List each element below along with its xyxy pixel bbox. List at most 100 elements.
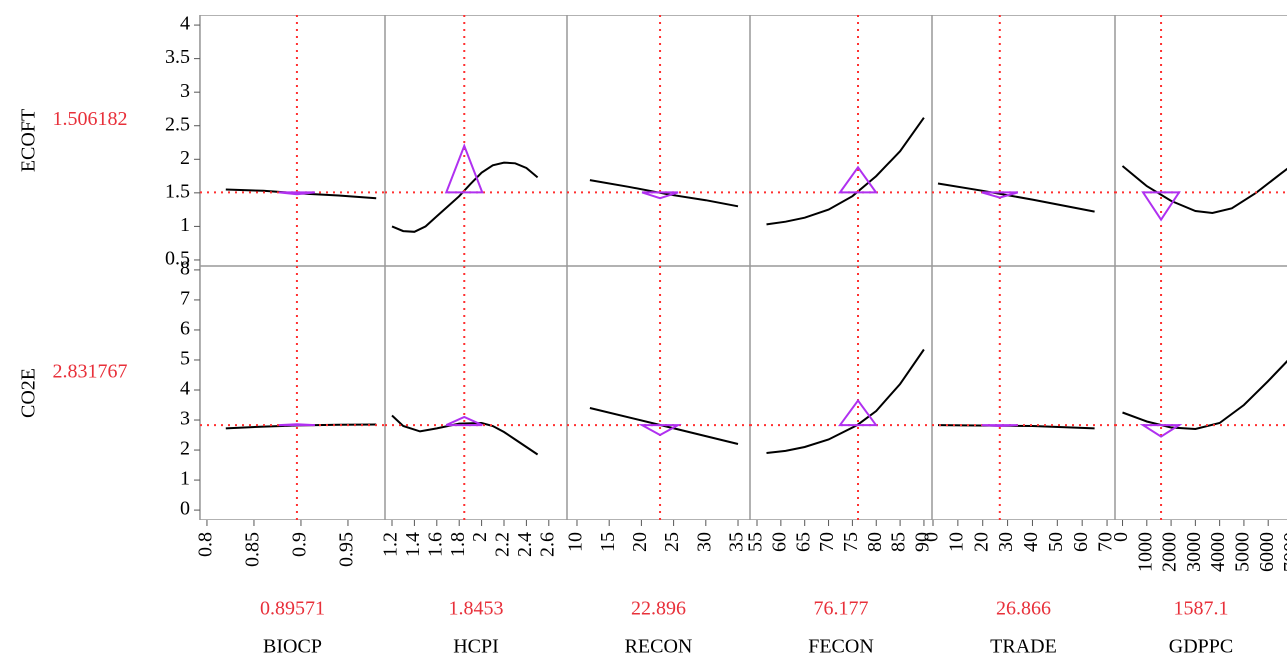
sensitivity-indicator [641,191,679,200]
panel-frame [567,266,750,520]
x-tick-label: 2000 [1159,532,1181,572]
x-tick-label: 0.95 [336,532,358,567]
x-tick-label: 2.4 [514,532,536,557]
x-tick-label: 7000 [1280,532,1287,572]
panel [200,15,385,266]
x-tick-label: 2.2 [492,532,514,557]
panel-frame [1115,15,1287,266]
x-tick-label: 1.6 [424,532,446,557]
x-tick-label: 75 [840,532,862,552]
panel [932,266,1115,520]
y-tick-label: 2 [180,147,190,169]
panel-frame [932,266,1115,520]
profile-curve [766,348,925,454]
panel [1115,15,1287,266]
x-tick-label: 50 [1045,532,1067,552]
x-tick-label: 4000 [1207,532,1229,572]
factor-name: HCPI [453,636,499,658]
sensitivity-indicator [638,424,682,437]
factor-name: BIOCP [263,636,322,658]
y-tick-label: 1 [180,214,190,236]
profile-curve [1121,165,1287,215]
x-tick-label: 60 [768,532,790,552]
response-value: 2.831767 [53,361,128,383]
x-tick-label: 15 [597,532,619,552]
y-tick-label: 2.5 [165,113,190,135]
x-tick-label: 1.8 [447,532,469,557]
panel-frame [1115,266,1287,520]
panel [1115,266,1287,520]
factor-value: 22.896 [631,598,686,620]
x-tick-label: 0.85 [242,532,264,567]
sensitivity-indicator [278,423,315,427]
profile-curve [766,117,925,226]
factor-name: GDPPC [1169,636,1233,658]
response-name: ECOFT [18,109,40,172]
y-tick-label: 2 [180,438,190,460]
panel-frame [385,15,567,266]
x-tick-label: 60 [1070,532,1092,552]
y-tick-label: 6 [180,318,190,340]
x-tick-label: 10 [945,532,967,552]
panel [750,266,932,520]
y-tick-label: 1.5 [165,180,190,202]
factor-value: 0.89571 [260,598,325,620]
panel-frame [200,266,385,520]
x-tick-label: 1000 [1134,532,1156,572]
panel [200,266,385,520]
y-tick-label: 4 [180,378,190,400]
sensitivity-indicator [981,191,1019,199]
factor-value: 1.8453 [449,598,504,620]
panel [750,15,932,266]
x-tick-label: 30 [995,532,1017,552]
x-tick-label: 2 [469,532,491,542]
sensitivity-indicator [278,191,316,196]
y-tick-label: 1 [180,468,190,490]
profile-curve [937,182,1095,213]
panel-frame [932,15,1115,266]
panel [385,266,567,520]
panel-frame [200,15,385,266]
x-tick-label: 0 [1110,532,1132,542]
x-tick-label: 0 [921,532,943,542]
panel [567,266,750,520]
x-tick-label: 20 [970,532,992,552]
x-tick-label: 85 [888,532,910,552]
y-tick-label: 3 [180,80,190,102]
factor-name: RECON [625,636,693,658]
profile-curve [937,424,1095,430]
x-tick-label: 5000 [1232,532,1254,572]
y-tick-label: 3.5 [165,46,190,68]
y-tick-label: 4 [180,13,190,35]
y-tick-label: 0.5 [165,248,190,270]
y-tick-label: 7 [180,288,190,310]
x-tick-label: 65 [792,532,814,552]
profile-curve [1122,359,1287,431]
x-tick-label: 0.8 [195,532,217,557]
panel [932,15,1115,266]
panel-frame [385,266,567,520]
x-tick-label: 70 [1095,532,1117,552]
sensitivity-indicator [444,143,484,194]
x-tick-label: 6000 [1256,532,1278,572]
factor-name: TRADE [990,636,1057,658]
sensitivity-indicator [981,424,1018,428]
sensitivity-indicator [838,165,878,194]
panel-frame [567,15,750,266]
response-value: 1.506182 [53,108,128,130]
x-tick-label: 80 [864,532,886,552]
panel-frame [750,266,932,520]
sensitivity-indicator [1139,424,1183,438]
x-tick-label: 90 [912,532,934,552]
profile-curve [589,179,739,208]
factor-value: 26.866 [996,598,1051,620]
panel-frame [750,15,932,266]
factor-value: 1587.1 [1174,598,1229,620]
factor-name: FECON [808,636,874,658]
x-tick-label: 25 [661,532,683,552]
panel [385,15,567,266]
x-tick-label: 40 [1020,532,1042,552]
sensitivity-indicator [838,398,878,427]
